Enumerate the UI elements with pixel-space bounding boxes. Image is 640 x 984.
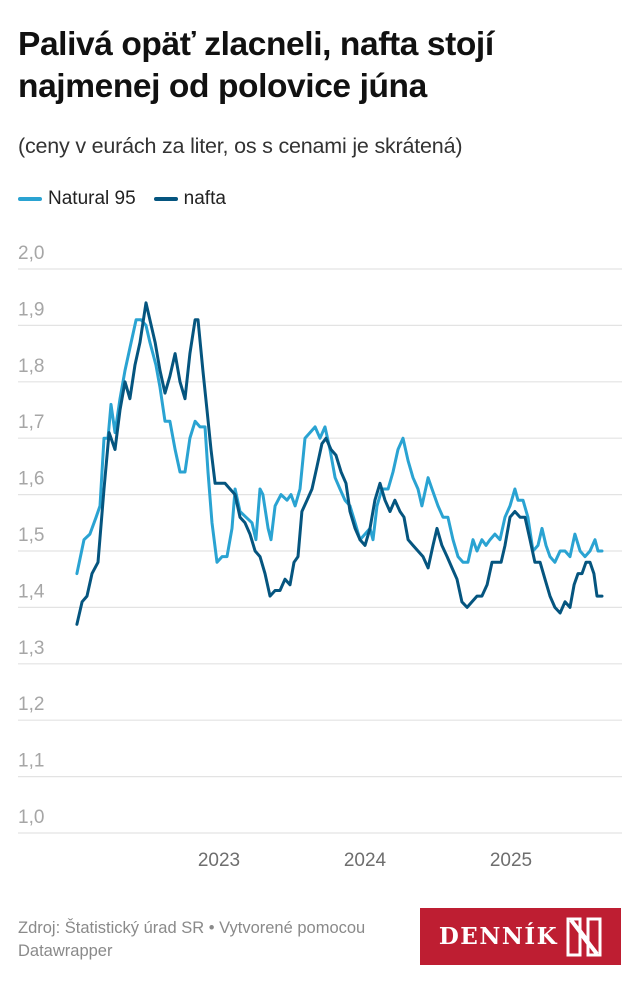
x-axis-ticks: 2023 2024 2025 — [198, 850, 532, 871]
y-tick-label: 1,5 — [18, 525, 44, 546]
source-note: Zdroj: Štatistický úrad SR • Vytvorené p… — [18, 919, 366, 960]
legend-label-natural95: Natural 95 — [48, 188, 136, 209]
series-line-nafta — [75, 301, 604, 626]
legend-swatch-nafta — [153, 197, 178, 201]
y-tick-label: 1,2 — [18, 694, 44, 715]
x-tick-label: 2025 — [490, 850, 532, 871]
legend-swatch-natural95 — [18, 197, 42, 201]
y-tick-label: 1,3 — [18, 638, 44, 659]
chart-title: Palivá opäť zlacneli, nafta stojí najmen… — [18, 26, 494, 105]
y-axis-ticks: 1,0 1,1 1,2 1,3 1,4 1,5 1,6 1,7 1,8 1,9 2,0 — [18, 243, 45, 828]
logo-n-icon — [566, 917, 602, 956]
legend: Natural 95 nafta — [18, 188, 244, 210]
gridlines — [18, 268, 622, 834]
y-tick-label: 1,8 — [18, 356, 44, 377]
y-tick-label: 1,7 — [18, 412, 44, 433]
y-tick-label: 2,0 — [18, 243, 44, 264]
legend-item-nafta: nafta — [153, 188, 226, 210]
y-tick-label: 1,9 — [18, 299, 44, 320]
y-tick-label: 1,1 — [18, 751, 44, 772]
series-line-natural95 — [75, 318, 604, 576]
x-tick-label: 2024 — [344, 850, 387, 871]
logo-wordmark: DENNÍK — [438, 923, 559, 950]
legend-item-natural95: Natural 95 — [18, 188, 136, 210]
line-chart: 1,01,11,21,31,41,51,61,71,81,92,0 2023 20… — [18, 243, 622, 871]
y-tick-label: 1,4 — [18, 581, 45, 602]
x-tick-label: 2023 — [198, 850, 240, 871]
legend-label-nafta: nafta — [183, 188, 226, 209]
chart-subtitle: (ceny v eurách za liter, os s cenami je … — [18, 134, 463, 158]
y-tick-label: 1,0 — [18, 807, 44, 828]
series-lines — [75, 301, 604, 626]
y-tick-label: 1,6 — [18, 469, 44, 490]
dennik-n-logo[interactable]: DENNÍK — [420, 908, 621, 965]
